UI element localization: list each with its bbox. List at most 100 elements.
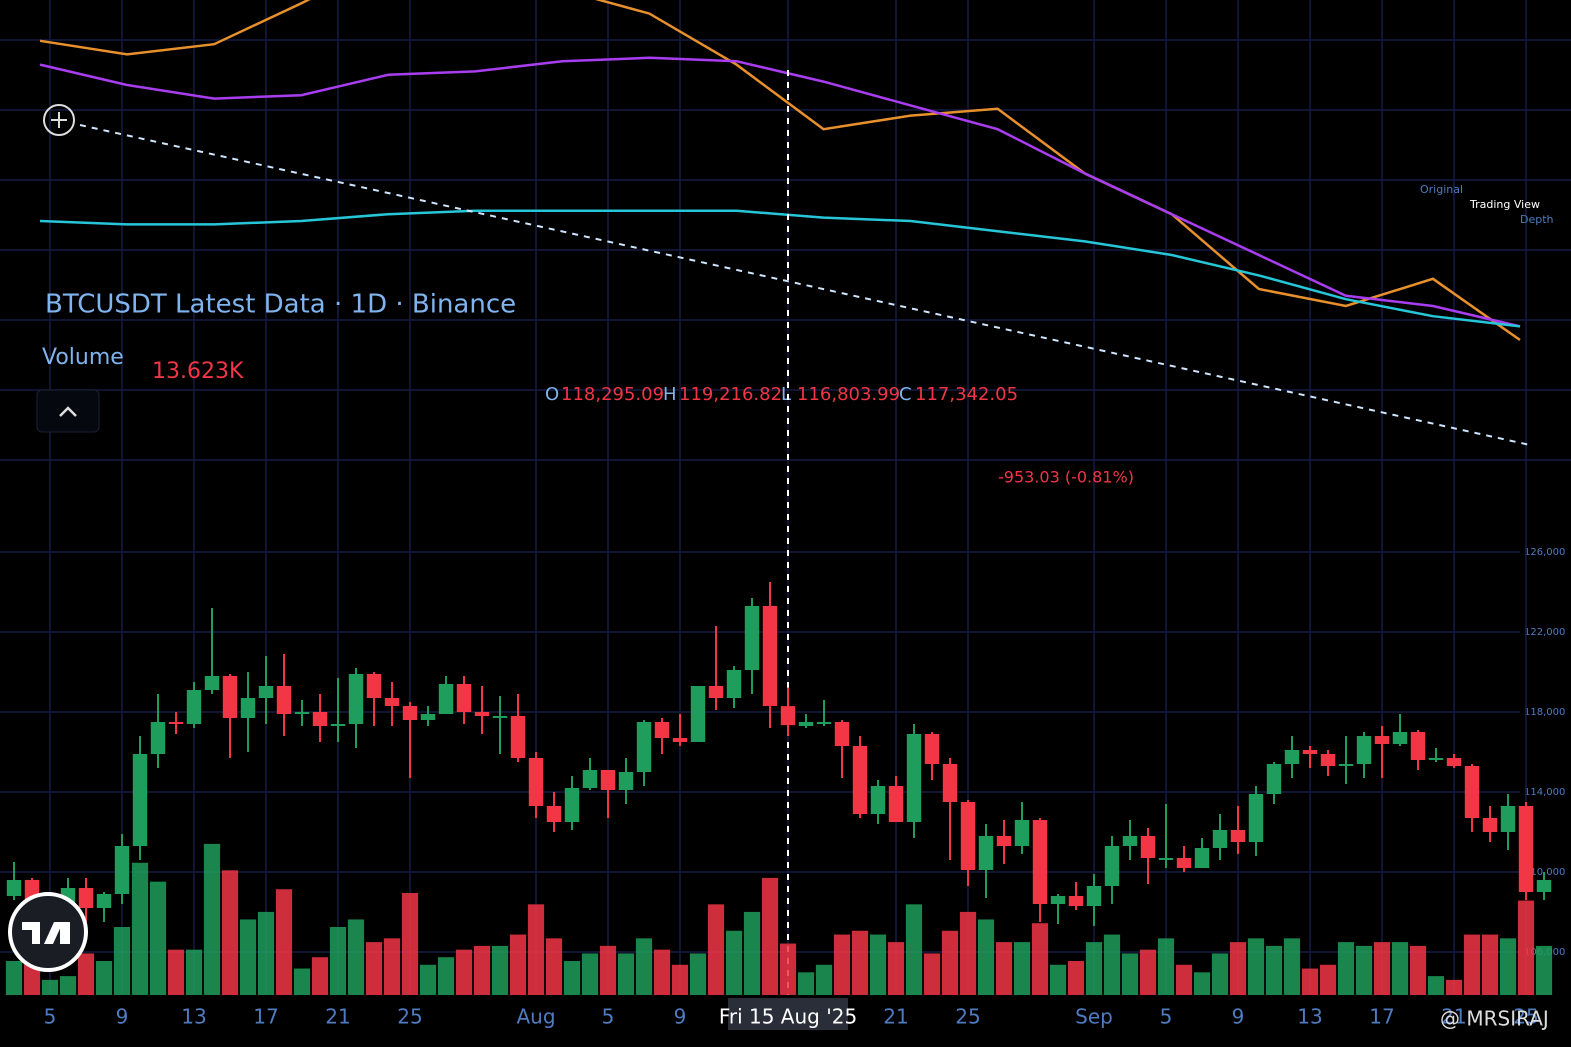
candle-body (1446, 758, 1462, 766)
indicator-pane (39, 0, 1521, 342)
collapse-button[interactable] (36, 389, 100, 433)
candle-body (888, 786, 904, 822)
candle-body (924, 734, 940, 764)
volume-bar (347, 919, 365, 995)
candle-body (618, 772, 634, 790)
candle-body (960, 802, 976, 870)
volume-bar (1049, 964, 1067, 995)
x-tick-label: 13 (1297, 1005, 1322, 1029)
volume-bar (1067, 961, 1085, 995)
candle-body (186, 690, 202, 724)
candle-body (1536, 880, 1552, 892)
toolbar-tab[interactable]: Trading View (1469, 198, 1540, 211)
candle-body (6, 880, 22, 896)
candle-body (1194, 848, 1210, 868)
volume-bar (95, 961, 113, 995)
volume-bar (1139, 949, 1157, 995)
candle-body (1302, 750, 1318, 754)
change: -953.03 (-0.81%) (998, 468, 1134, 487)
volume-bar (887, 942, 905, 995)
volume-bar (329, 927, 347, 995)
candle-body (402, 706, 418, 720)
candle-body (1284, 750, 1300, 764)
chart-title: BTCUSDT Latest Data · 1D · Binance (45, 290, 516, 320)
toolbar-tab[interactable]: Original (1420, 183, 1463, 196)
x-tick-label: 9 (1232, 1005, 1245, 1029)
volume-bar (185, 949, 203, 995)
add-button[interactable] (43, 104, 75, 136)
volume-bar (905, 904, 923, 995)
candle-body (132, 754, 148, 846)
volume-bar (5, 961, 23, 995)
volume-bar (455, 949, 473, 995)
toolbar-tabs: Original Trading View Depth (1420, 183, 1554, 226)
candle-body (1140, 836, 1156, 858)
volume-bar (257, 911, 275, 995)
volume-bar (113, 927, 131, 995)
volume-bar (995, 942, 1013, 995)
candle-body (744, 606, 760, 670)
candle-body (330, 724, 346, 726)
y-tick-label: 126,000 (1524, 547, 1565, 558)
candle-body (168, 722, 184, 724)
volume-bar (1463, 934, 1481, 995)
volume-bar (941, 930, 959, 995)
candle-body (600, 770, 616, 790)
candle-body (870, 786, 886, 814)
volume-bar (1481, 934, 1499, 995)
x-tick-label: 17 (1369, 1005, 1394, 1029)
ohlc-key: O (545, 384, 559, 405)
candle-body (258, 686, 274, 698)
volume-bar (1283, 938, 1301, 995)
candle-body (1428, 758, 1444, 760)
x-tick-label: 21 (325, 1005, 350, 1029)
volume-bar (923, 953, 941, 995)
x-tick-label: Fri 15 Aug '25 (719, 1005, 857, 1029)
candle-body (726, 670, 742, 698)
volume-bar (131, 862, 149, 995)
volume-bar (797, 972, 815, 995)
candle-body (1032, 820, 1048, 904)
volume-bar (1211, 953, 1229, 995)
candle-body (114, 846, 130, 894)
x-tick-label: 9 (116, 1005, 129, 1029)
volume-bar (689, 953, 707, 995)
volume-bar (365, 942, 383, 995)
candle-body (798, 722, 814, 726)
volume-bar (1409, 945, 1427, 995)
volume-bar (383, 938, 401, 995)
volume-bar (1265, 945, 1283, 995)
volume-bar (779, 943, 797, 995)
volume-bar (1157, 938, 1175, 995)
volume-bar (491, 945, 509, 995)
x-tick-label: 5 (44, 1005, 57, 1029)
x-tick-label: 17 (253, 1005, 278, 1029)
candle-body (672, 738, 688, 742)
candle-body (240, 698, 256, 718)
volume-bar (311, 957, 329, 995)
volume-label: Volume (42, 345, 124, 370)
toolbar-tab[interactable]: Depth (1520, 213, 1554, 226)
collapse-icon (59, 406, 77, 417)
ohlc-key: L (781, 384, 791, 405)
candle-body (1122, 836, 1138, 846)
volume-bar (509, 934, 527, 995)
volume-bar (617, 953, 635, 995)
candle-body (492, 716, 508, 718)
candle-body (1266, 764, 1282, 794)
ohlc-key: H (663, 384, 677, 405)
candle-body (708, 686, 724, 698)
trend-line (79, 124, 1531, 446)
volume-bar (1175, 964, 1193, 995)
watermark: @ MRSIRAJ (1440, 1007, 1549, 1031)
volume-bar (1031, 923, 1049, 995)
volume-bar (653, 949, 671, 995)
volume-bar (1013, 942, 1031, 995)
candle-body (510, 716, 526, 758)
volume-bar (293, 968, 311, 995)
grid: 106,000110,000114,000118,000122,000126,0… (0, 0, 1571, 995)
volume-bar (401, 893, 419, 995)
candle-body (1374, 736, 1390, 744)
y-tick-label: 122,000 (1524, 627, 1565, 638)
